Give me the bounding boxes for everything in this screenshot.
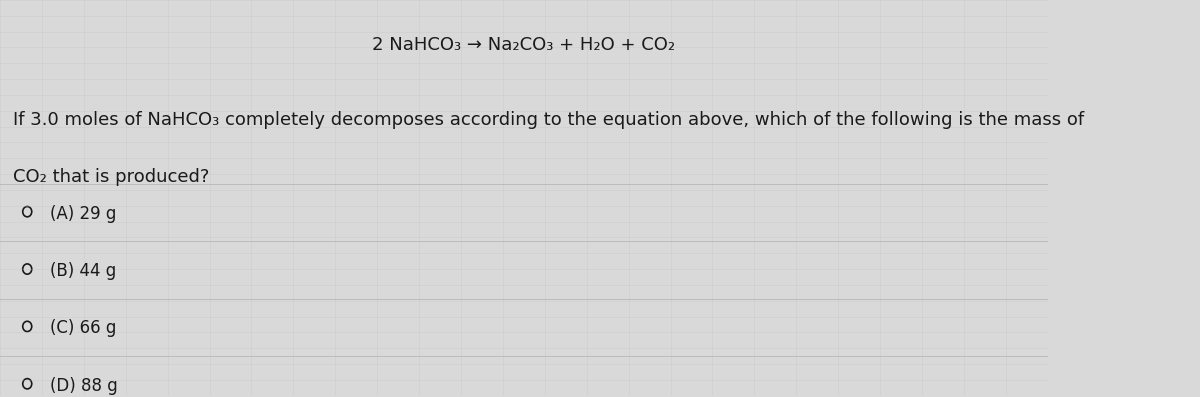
Text: (D) 88 g: (D) 88 g <box>50 377 118 395</box>
Text: If 3.0 moles of NaHCO₃ completely decomposes according to the equation above, wh: If 3.0 moles of NaHCO₃ completely decomp… <box>12 111 1084 129</box>
Text: (C) 66 g: (C) 66 g <box>50 319 116 337</box>
Text: (B) 44 g: (B) 44 g <box>50 262 116 280</box>
Text: (A) 29 g: (A) 29 g <box>50 204 116 223</box>
Text: 2 NaHCO₃ → Na₂CO₃ + H₂O + CO₂: 2 NaHCO₃ → Na₂CO₃ + H₂O + CO₂ <box>372 36 676 54</box>
Text: CO₂ that is produced?: CO₂ that is produced? <box>12 168 209 186</box>
